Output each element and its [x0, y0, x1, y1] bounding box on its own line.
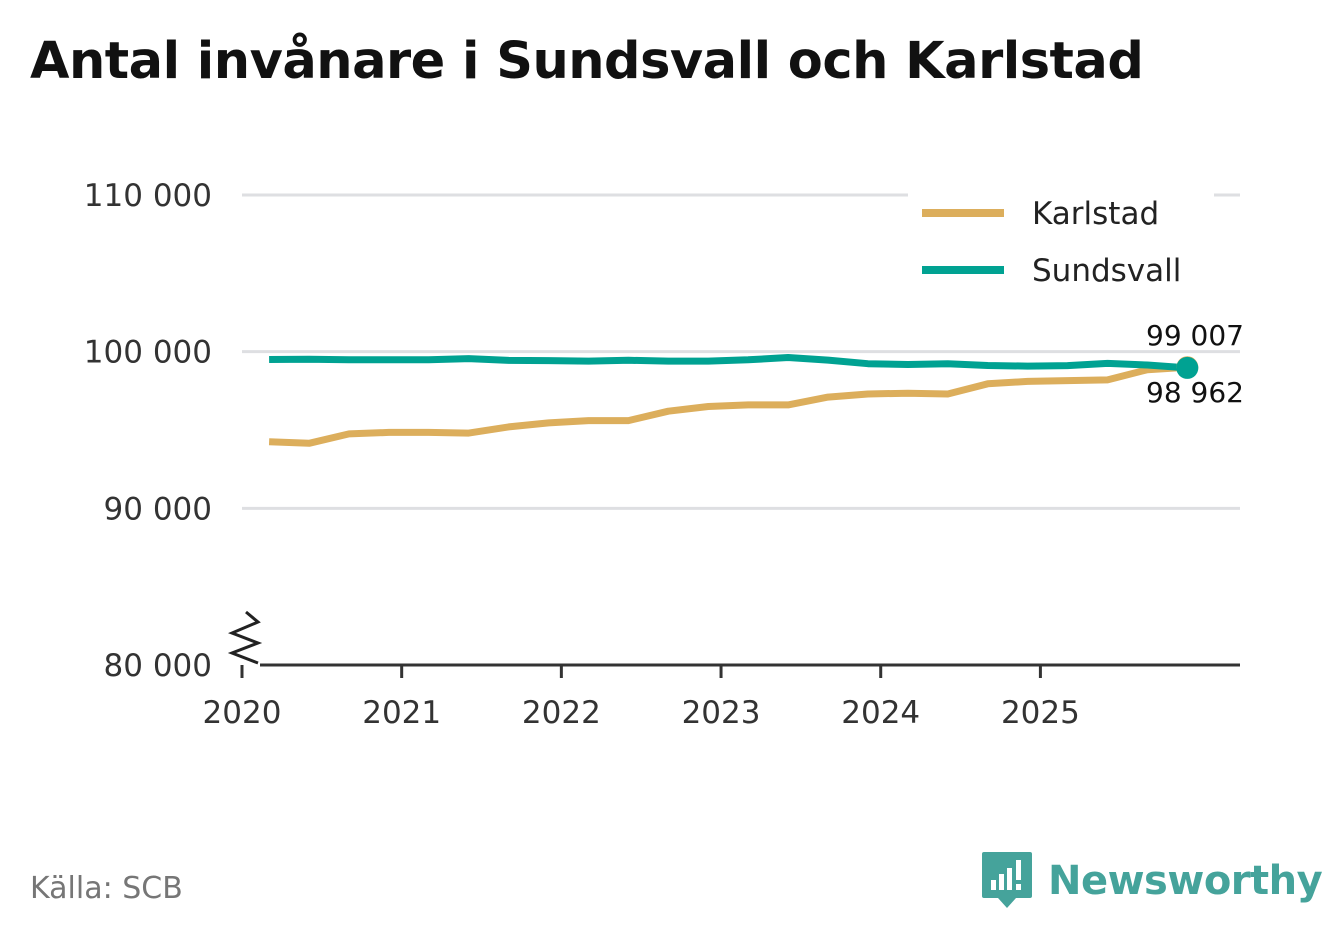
series-lines [268, 354, 1188, 447]
newsworthy-logo-icon [982, 852, 1032, 908]
series-line-karlstad [268, 363, 1188, 447]
end-label-karlstad: 99 007 [1146, 319, 1244, 352]
legend-label-sundsvall: Sundsvall [1032, 253, 1181, 289]
end-label-sundsvall: 98 962 [1146, 376, 1244, 409]
end-point-sundsvall [1176, 356, 1199, 379]
x-tick-label: 2021 [362, 695, 441, 731]
legend-background [908, 188, 1214, 300]
y-tick-label: 80 000 [104, 648, 212, 684]
x-axis: 2020 2021 2022 2023 2024 2025 [203, 610, 1240, 731]
y-tick-label: 100 000 [84, 335, 212, 371]
brand-logo: Newsworthy [980, 850, 1322, 912]
legend: Karlstad Sundsvall [908, 188, 1214, 300]
x-tick-label: 2025 [1001, 695, 1080, 731]
legend-label-karlstad: Karlstad [1032, 196, 1159, 232]
source-note: Källa: SCB [30, 871, 183, 906]
chart-title: Antal invånare i Sundsvall och Karlstad [30, 32, 1144, 91]
y-tick-label: 90 000 [104, 491, 212, 527]
y-axis-ticks: 80 000 90 000 100 000 110 000 [84, 178, 212, 684]
x-tick-label: 2022 [522, 695, 601, 731]
end-points: 99 007 98 962 [1146, 319, 1244, 409]
x-tick-label: 2020 [203, 695, 282, 731]
x-tick-label: 2023 [682, 695, 761, 731]
y-tick-label: 110 000 [84, 178, 212, 214]
brand-name: Newsworthy [1048, 858, 1322, 904]
axis-break-icon [227, 610, 263, 665]
x-tick-label: 2024 [841, 695, 920, 731]
series-line-sundsvall [269, 354, 1188, 372]
